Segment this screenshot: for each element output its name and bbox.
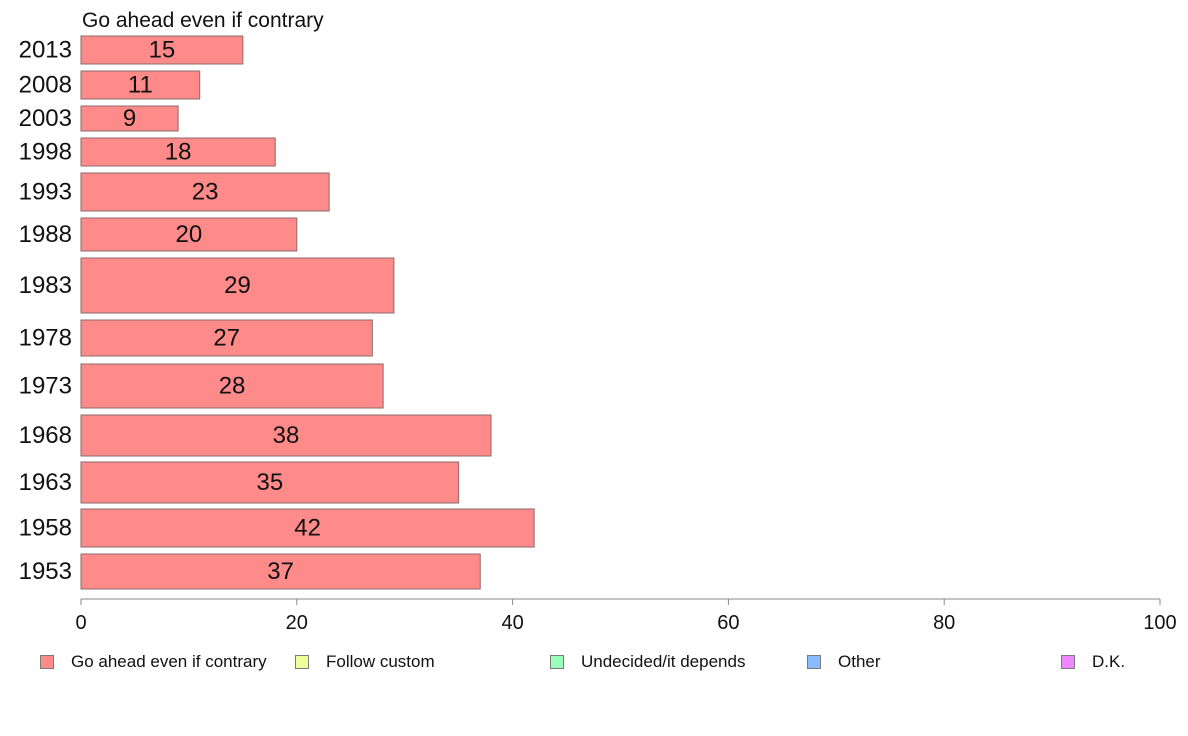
category-label-1983: 1983 [19, 272, 72, 299]
bar-1958 [80, 508, 535, 548]
bar-1993 [80, 172, 330, 212]
x-tick-label-20: 20 [286, 612, 308, 634]
legend-label: Other [838, 652, 881, 671]
bar-1998 [80, 137, 276, 167]
legend-item: Undecided/it depends [550, 652, 745, 672]
data-label-1958: 42 [294, 515, 321, 542]
data-label-1953: 37 [267, 558, 294, 585]
legend-label: Undecided/it depends [581, 652, 746, 671]
legend-item: Other [807, 652, 881, 672]
data-label-1968: 38 [273, 422, 300, 449]
category-label-1963: 1963 [19, 469, 72, 496]
x-tick-label-80: 80 [933, 612, 955, 634]
bar-1978 [80, 319, 373, 357]
bars-group: 2013 15 2008 11 2003 9 1998 18 1993 23 1988 20 1983 2… [19, 35, 535, 590]
category-label-2013: 2013 [19, 37, 72, 64]
bar-2008 [80, 70, 201, 100]
data-label-2003: 9 [123, 105, 136, 132]
x-axis: 0 20 40 60 80 100 [75, 598, 1177, 634]
legend-item: Follow custom [295, 652, 435, 672]
data-label-1998: 18 [165, 139, 192, 166]
bar-1973 [80, 363, 384, 409]
bar-1968 [80, 414, 492, 457]
category-label-1998: 1998 [19, 139, 72, 166]
data-label-1993: 23 [192, 179, 219, 206]
legend-swatch [40, 655, 54, 669]
legend-label: Follow custom [326, 652, 435, 671]
data-label-1978: 27 [213, 325, 240, 352]
category-label-1953: 1953 [19, 558, 72, 585]
legend-item: D.K. [1061, 652, 1125, 672]
category-label-1978: 1978 [19, 325, 72, 352]
legend-swatch [550, 655, 564, 669]
legend-label: Go ahead even if contrary [71, 652, 267, 671]
legend-label: D.K. [1092, 652, 1126, 671]
category-label-1993: 1993 [19, 179, 72, 206]
legend-swatch [295, 655, 309, 669]
category-label-1988: 1988 [19, 221, 72, 248]
category-label-1968: 1968 [19, 422, 72, 449]
legend-swatch [1061, 655, 1075, 669]
data-label-1983: 29 [224, 272, 251, 299]
x-tick-label-60: 60 [717, 612, 739, 634]
bar-1963 [80, 461, 460, 504]
data-label-1973: 28 [219, 373, 246, 400]
legend-item: Go ahead even if contrary [40, 652, 267, 672]
bar-1988 [80, 217, 298, 252]
legend-swatch [807, 655, 821, 669]
bar-1953 [80, 553, 481, 590]
category-label-1973: 1973 [19, 373, 72, 400]
category-label-1958: 1958 [19, 515, 72, 542]
data-label-2013: 15 [149, 37, 176, 64]
x-tick-label-0: 0 [75, 612, 86, 634]
data-label-1988: 20 [176, 221, 203, 248]
legend: Go ahead even if contrary Follow custom Un… [0, 652, 1188, 676]
bar-2003 [80, 105, 179, 132]
category-label-2008: 2008 [19, 72, 72, 99]
data-label-1963: 35 [256, 469, 283, 496]
x-tick-label-40: 40 [501, 612, 523, 634]
data-label-2008: 11 [128, 72, 153, 99]
x-tick-label-100: 100 [1143, 612, 1176, 634]
bar-1983 [80, 257, 395, 314]
chart-title: Go ahead even if contrary [82, 9, 324, 32]
bar-2013 [80, 35, 244, 65]
category-label-2003: 2003 [19, 105, 72, 132]
